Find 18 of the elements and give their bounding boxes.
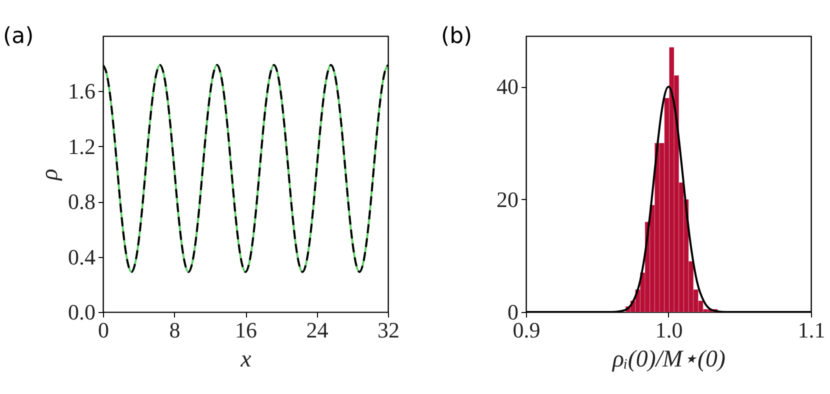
x-tick-label: 16 — [235, 318, 257, 342]
y-axis-title: ρ — [37, 168, 63, 182]
y-tick-label: 1.6 — [68, 78, 96, 104]
x-axis-title: x — [240, 346, 252, 372]
x-tick-label: 1.0 — [655, 318, 683, 342]
y-tick-label: 0.0 — [68, 300, 96, 324]
x-tick-label: 8 — [169, 318, 180, 342]
x-axis-title: ρᵢ(0)/M⋆(0) — [612, 346, 726, 372]
y-tick-label: 0.4 — [68, 244, 96, 270]
y-tick-label: 40 — [496, 74, 518, 100]
chart-title: (a) — [3, 24, 34, 49]
y-tick-label: 1.2 — [68, 134, 96, 159]
chart-title: (b) — [441, 24, 472, 49]
x-tick-label: 1.1 — [798, 318, 826, 342]
y-tick-label: 20 — [496, 186, 518, 212]
x-tick-label: 24 — [306, 318, 328, 342]
y-tick-label: 0.8 — [68, 189, 96, 214]
x-tick-label: 32 — [378, 318, 400, 342]
